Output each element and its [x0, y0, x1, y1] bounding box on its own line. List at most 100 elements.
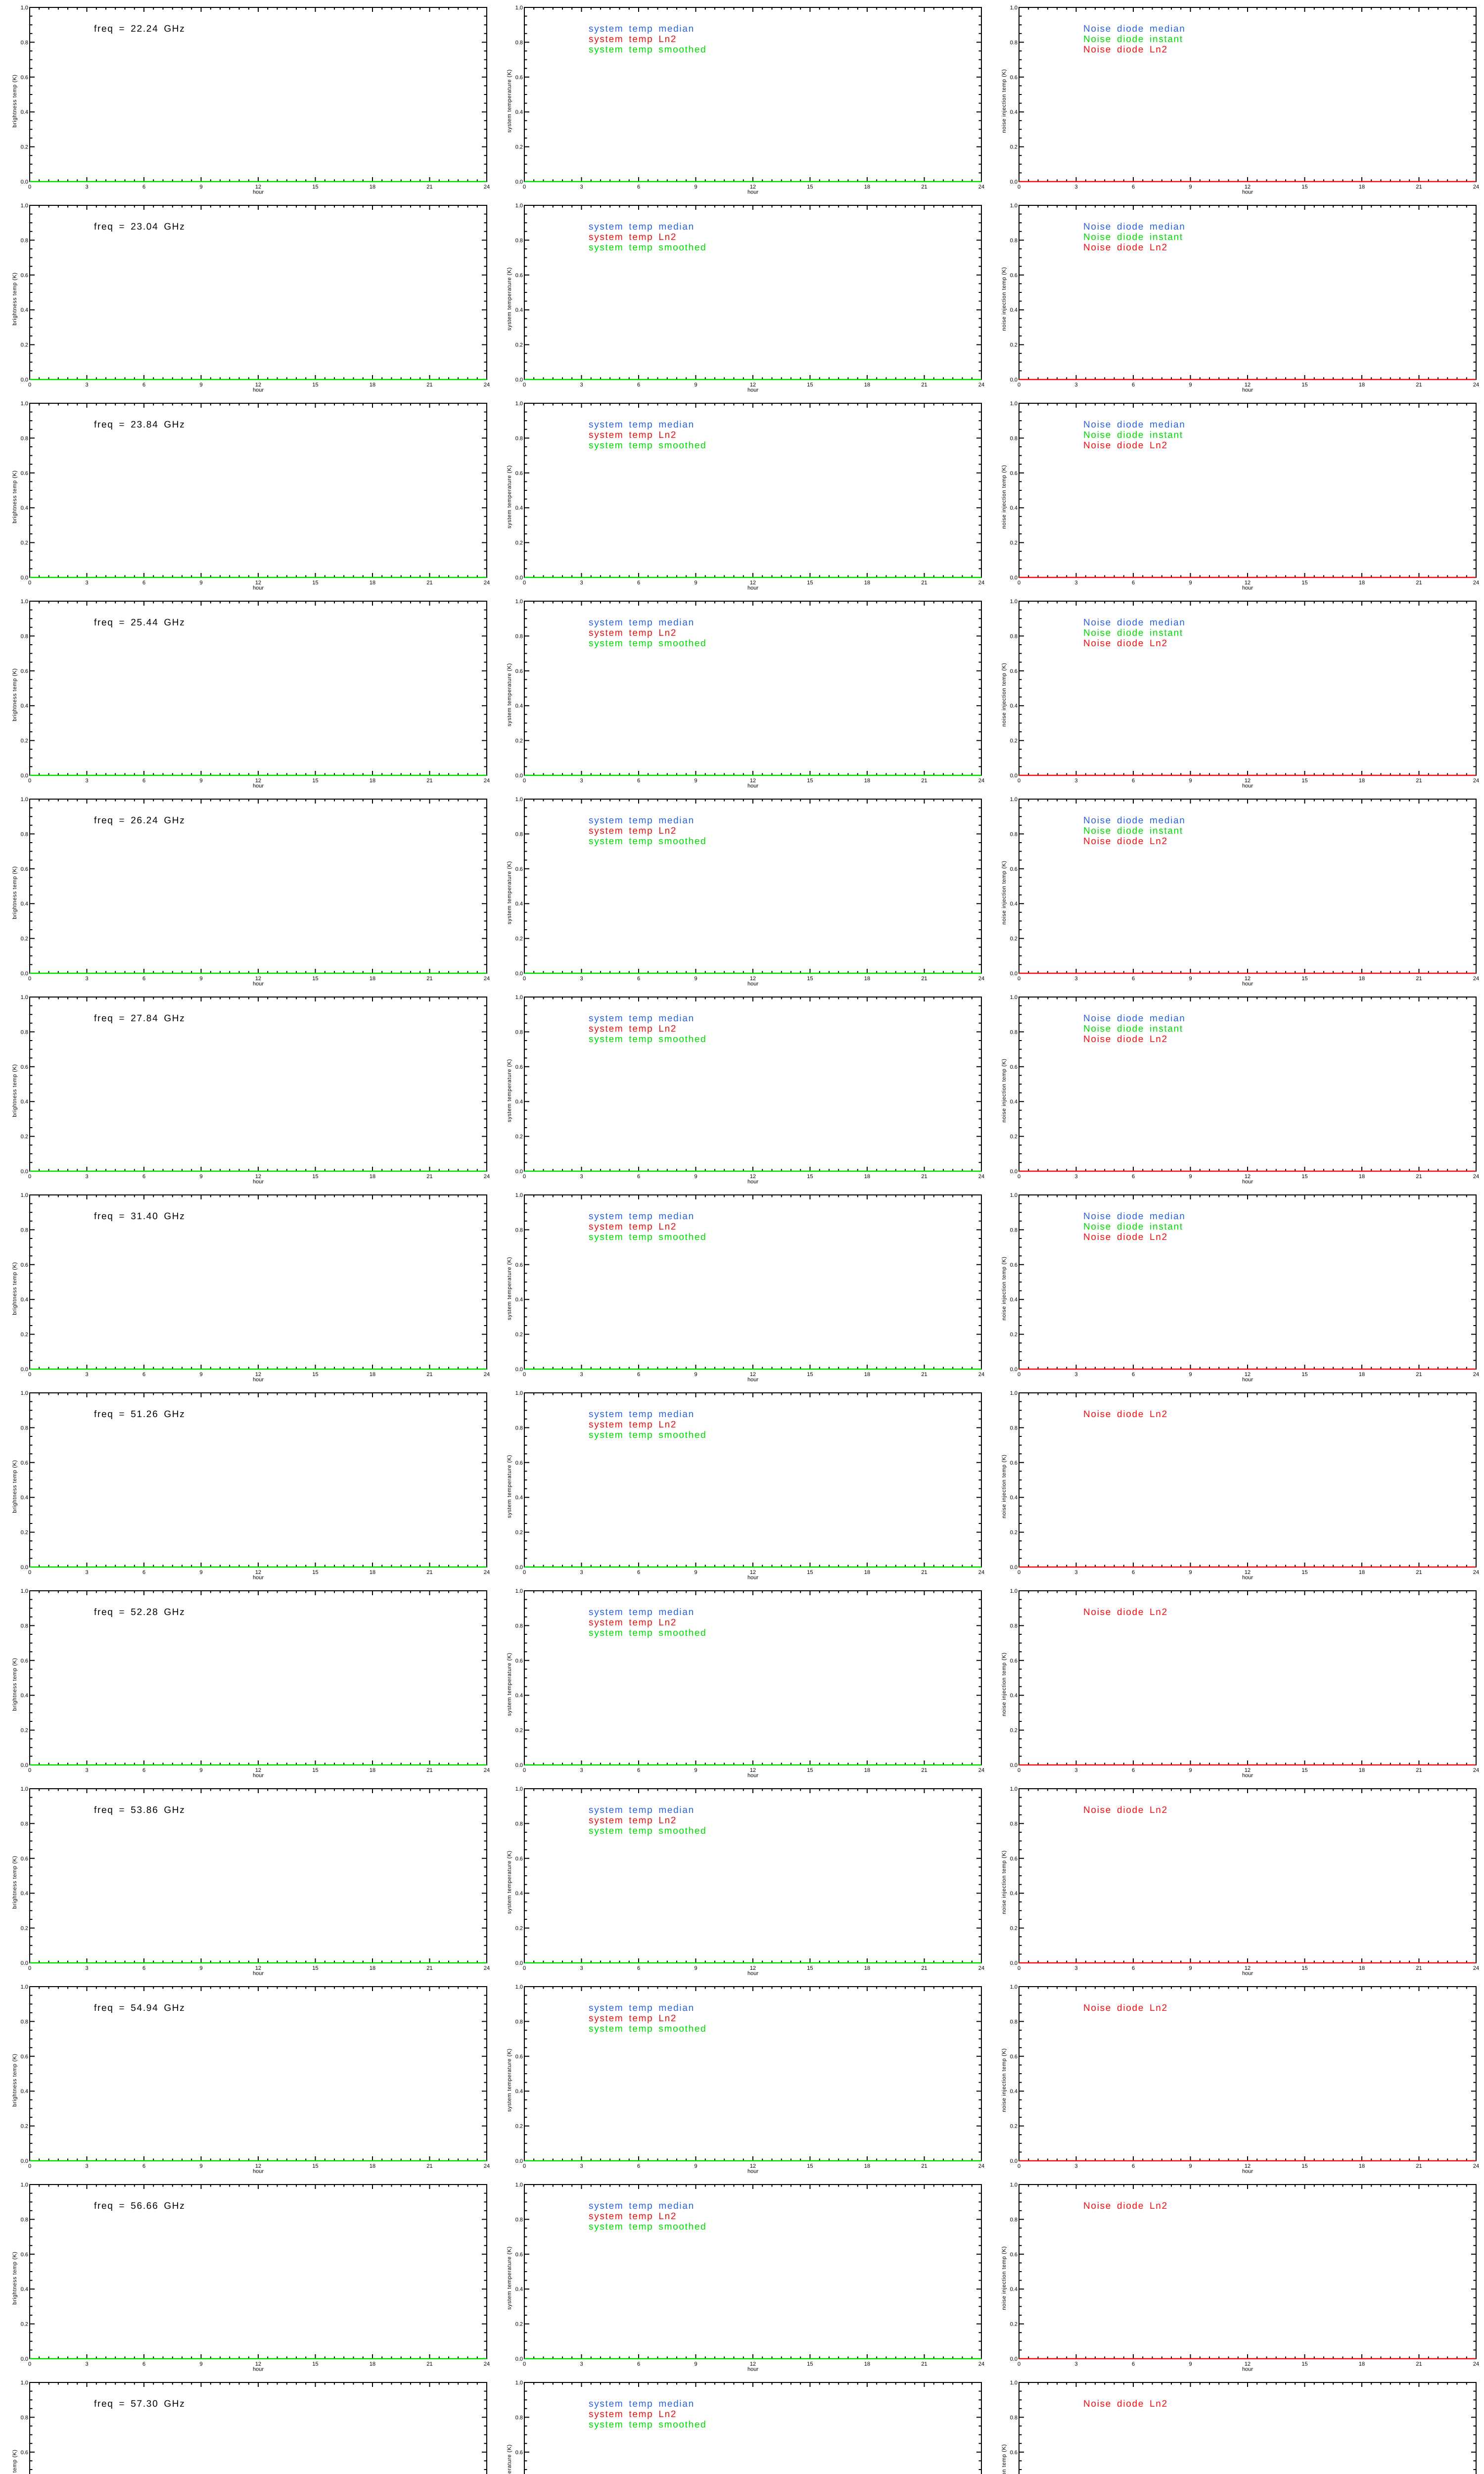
svg-text:freq = 26.24 GHz: freq = 26.24 GHz	[94, 815, 185, 826]
svg-text:system temp Ln2: system temp Ln2	[589, 34, 677, 45]
svg-text:brightness temp (K): brightness temp (K)	[12, 1658, 18, 1711]
svg-text:brightness temp (K): brightness temp (K)	[12, 2053, 18, 2106]
svg-text:brightness temp (K): brightness temp (K)	[12, 1460, 18, 1513]
svg-text:Noise diode Ln2: Noise diode Ln2	[1083, 2399, 1168, 2409]
svg-text:Noise diode Ln2: Noise diode Ln2	[1083, 1232, 1168, 1242]
svg-text:brightness temp (K): brightness temp (K)	[12, 668, 18, 721]
svg-text:system temperature (K): system temperature (K)	[507, 2048, 512, 2112]
svg-text:system temp Ln2: system temp Ln2	[589, 2013, 677, 2024]
svg-text:noise injection temp (K): noise injection temp (K)	[1001, 860, 1007, 924]
svg-text:system temp median: system temp median	[589, 222, 695, 232]
svg-text:system temperature (K): system temperature (K)	[507, 1059, 512, 1122]
svg-text:system temperature (K): system temperature (K)	[507, 1455, 512, 1518]
svg-text:system temperature (K): system temperature (K)	[507, 2246, 512, 2310]
svg-text:system temp Ln2: system temp Ln2	[589, 1618, 677, 1628]
svg-text:system temp smoothed: system temp smoothed	[589, 638, 706, 649]
svg-text:noise injection temp (K): noise injection temp (K)	[1001, 1454, 1007, 1518]
svg-text:noise injection temp (K): noise injection temp (K)	[1001, 69, 1007, 133]
svg-text:system temp median: system temp median	[589, 815, 695, 826]
svg-text:Noise diode Ln2: Noise diode Ln2	[1083, 45, 1168, 55]
svg-text:Noise diode Ln2: Noise diode Ln2	[1083, 242, 1168, 253]
svg-text:system temp median: system temp median	[589, 1409, 695, 1420]
svg-text:Noise diode median: Noise diode median	[1083, 24, 1186, 34]
svg-text:system temp Ln2: system temp Ln2	[589, 826, 677, 836]
svg-text:freq = 53.86 GHz: freq = 53.86 GHz	[94, 1805, 185, 1815]
svg-text:noise injection temp (K): noise injection temp (K)	[1001, 1850, 1007, 1914]
svg-text:freq = 56.66 GHz: freq = 56.66 GHz	[94, 2201, 185, 2211]
svg-text:system temp smoothed: system temp smoothed	[589, 440, 706, 451]
svg-text:freq = 23.84 GHz: freq = 23.84 GHz	[94, 420, 185, 430]
svg-text:system temp smoothed: system temp smoothed	[589, 1034, 706, 1045]
svg-text:Noise diode instant: Noise diode instant	[1083, 826, 1183, 836]
svg-text:system temp median: system temp median	[589, 1211, 695, 1222]
svg-text:system temperature (K): system temperature (K)	[507, 1257, 512, 1320]
svg-text:noise injection temp (K): noise injection temp (K)	[1001, 2048, 1007, 2112]
svg-text:system temp smoothed: system temp smoothed	[589, 1826, 706, 1836]
svg-text:brightness temp (K): brightness temp (K)	[12, 74, 18, 127]
svg-text:system temp Ln2: system temp Ln2	[589, 2211, 677, 2222]
svg-text:system temp smoothed: system temp smoothed	[589, 2420, 706, 2430]
svg-text:Noise diode instant: Noise diode instant	[1083, 34, 1183, 45]
svg-text:Noise diode Ln2: Noise diode Ln2	[1083, 1805, 1168, 1815]
svg-text:Noise diode median: Noise diode median	[1083, 618, 1186, 628]
svg-text:system temp smoothed: system temp smoothed	[589, 1628, 706, 1638]
svg-text:freq = 22.24 GHz: freq = 22.24 GHz	[94, 24, 185, 34]
svg-text:system temp Ln2: system temp Ln2	[589, 1420, 677, 1430]
svg-text:freq = 57.30 GHz: freq = 57.30 GHz	[94, 2399, 185, 2409]
svg-text:system temperature (K): system temperature (K)	[507, 663, 512, 726]
svg-text:Noise diode instant: Noise diode instant	[1083, 1222, 1183, 1232]
svg-text:system temp median: system temp median	[589, 2003, 695, 2013]
svg-text:freq = 25.44 GHz: freq = 25.44 GHz	[94, 618, 185, 628]
svg-text:system temp median: system temp median	[589, 420, 695, 430]
svg-text:Noise diode Ln2: Noise diode Ln2	[1083, 1607, 1168, 1618]
svg-text:system temp median: system temp median	[589, 1607, 695, 1618]
svg-text:system temp Ln2: system temp Ln2	[589, 2409, 677, 2420]
svg-text:system temp Ln2: system temp Ln2	[589, 232, 677, 242]
svg-text:Noise diode Ln2: Noise diode Ln2	[1083, 638, 1168, 649]
svg-text:Noise diode instant: Noise diode instant	[1083, 430, 1183, 440]
svg-text:system temp median: system temp median	[589, 2201, 695, 2211]
svg-text:system temp smoothed: system temp smoothed	[589, 1232, 706, 1242]
svg-text:Noise diode Ln2: Noise diode Ln2	[1083, 1409, 1168, 1420]
svg-text:Noise diode median: Noise diode median	[1083, 222, 1186, 232]
svg-text:system temperature (K): system temperature (K)	[507, 465, 512, 528]
svg-text:system temp smoothed: system temp smoothed	[589, 836, 706, 847]
svg-text:system temp Ln2: system temp Ln2	[589, 1024, 677, 1034]
svg-text:system temp smoothed: system temp smoothed	[589, 45, 706, 55]
svg-text:system temperature (K): system temperature (K)	[507, 1851, 512, 1914]
svg-text:system temp Ln2: system temp Ln2	[589, 628, 677, 638]
svg-text:system temp smoothed: system temp smoothed	[589, 242, 706, 253]
svg-text:Noise diode Ln2: Noise diode Ln2	[1083, 2201, 1168, 2211]
svg-text:Noise diode Ln2: Noise diode Ln2	[1083, 2003, 1168, 2013]
svg-text:brightness temp (K): brightness temp (K)	[12, 470, 18, 523]
svg-text:noise injection temp (K): noise injection temp (K)	[1001, 1652, 1007, 1716]
svg-text:freq = 27.84 GHz: freq = 27.84 GHz	[94, 1013, 185, 1024]
svg-text:Noise diode median: Noise diode median	[1083, 815, 1186, 826]
svg-text:brightness temp (K): brightness temp (K)	[12, 1856, 18, 1908]
svg-text:noise injection temp (K): noise injection temp (K)	[1001, 465, 1007, 528]
svg-text:system temp median: system temp median	[589, 1805, 695, 1815]
svg-text:Noise diode Ln2: Noise diode Ln2	[1083, 440, 1168, 451]
svg-text:noise injection temp (K): noise injection temp (K)	[1001, 1256, 1007, 1320]
svg-text:noise injection temp (K): noise injection temp (K)	[1001, 2444, 1007, 2474]
svg-text:brightness temp (K): brightness temp (K)	[12, 866, 18, 919]
svg-text:Noise diode median: Noise diode median	[1083, 1211, 1186, 1222]
svg-text:noise injection temp (K): noise injection temp (K)	[1001, 267, 1007, 331]
svg-text:system temperature (K): system temperature (K)	[507, 2444, 512, 2474]
svg-text:system temperature (K): system temperature (K)	[507, 861, 512, 924]
svg-text:system temp median: system temp median	[589, 24, 695, 34]
svg-text:system temp median: system temp median	[589, 1013, 695, 1024]
svg-text:system temp smoothed: system temp smoothed	[589, 2222, 706, 2232]
svg-text:system temp Ln2: system temp Ln2	[589, 430, 677, 440]
svg-text:brightness temp (K): brightness temp (K)	[12, 272, 18, 325]
svg-text:freq = 31.40 GHz: freq = 31.40 GHz	[94, 1211, 185, 1222]
svg-text:system temperature (K): system temperature (K)	[507, 267, 512, 331]
svg-text:brightness temp (K): brightness temp (K)	[12, 2251, 18, 2304]
svg-text:Noise diode median: Noise diode median	[1083, 1013, 1186, 1024]
svg-text:noise injection temp (K): noise injection temp (K)	[1001, 663, 1007, 726]
svg-text:freq = 52.28 GHz: freq = 52.28 GHz	[94, 1607, 185, 1618]
svg-text:freq = 54.94 GHz: freq = 54.94 GHz	[94, 2003, 185, 2013]
svg-text:Noise diode Ln2: Noise diode Ln2	[1083, 836, 1168, 847]
svg-text:Noise diode median: Noise diode median	[1083, 420, 1186, 430]
svg-text:brightness temp (K): brightness temp (K)	[12, 2449, 18, 2474]
